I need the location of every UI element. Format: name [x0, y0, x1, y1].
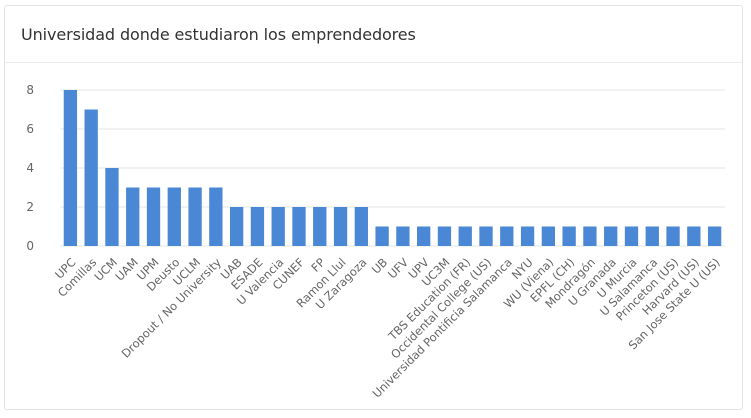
bar[interactable] — [229, 207, 244, 246]
bar[interactable] — [167, 187, 181, 247]
bar[interactable] — [105, 168, 119, 246]
bar[interactable] — [458, 226, 472, 247]
bar[interactable] — [313, 207, 327, 246]
y-tick-label: 8 — [26, 83, 34, 97]
bar[interactable] — [624, 226, 639, 247]
y-axis-ticks: 0 2 4 6 8 — [26, 83, 34, 253]
bar[interactable] — [396, 226, 410, 247]
bar[interactable] — [541, 226, 556, 247]
bar[interactable] — [126, 187, 140, 247]
x-tick-label: UFV — [385, 255, 411, 281]
bar[interactable] — [707, 226, 722, 247]
bar[interactable] — [354, 207, 368, 246]
bar[interactable] — [146, 187, 161, 247]
bar[interactable] — [687, 226, 701, 247]
card-title: Universidad donde estudiaron los emprend… — [21, 25, 416, 44]
bars — [63, 90, 722, 247]
bar[interactable] — [417, 226, 431, 247]
y-tick-label: 2 — [26, 200, 34, 214]
card-header: Universidad donde estudiaron los emprend… — [5, 6, 742, 63]
bar[interactable] — [604, 226, 618, 247]
bar[interactable] — [84, 109, 98, 247]
bar[interactable] — [479, 226, 493, 247]
bar[interactable] — [437, 226, 452, 247]
bar[interactable] — [666, 226, 680, 247]
bar[interactable] — [63, 90, 78, 246]
bar[interactable] — [209, 187, 223, 247]
y-tick-label: 4 — [26, 161, 34, 175]
bar[interactable] — [250, 207, 265, 246]
bar[interactable] — [500, 226, 514, 247]
bar[interactable] — [188, 187, 202, 247]
bar[interactable] — [520, 226, 535, 247]
bar[interactable] — [375, 226, 389, 247]
bar[interactable] — [292, 207, 306, 246]
bar[interactable] — [645, 226, 659, 247]
y-tick-label: 0 — [26, 239, 34, 253]
bar[interactable] — [583, 226, 597, 247]
bar[interactable] — [562, 226, 576, 247]
bar[interactable] — [271, 207, 285, 246]
bar[interactable] — [333, 207, 348, 246]
y-tick-label: 6 — [26, 122, 34, 136]
